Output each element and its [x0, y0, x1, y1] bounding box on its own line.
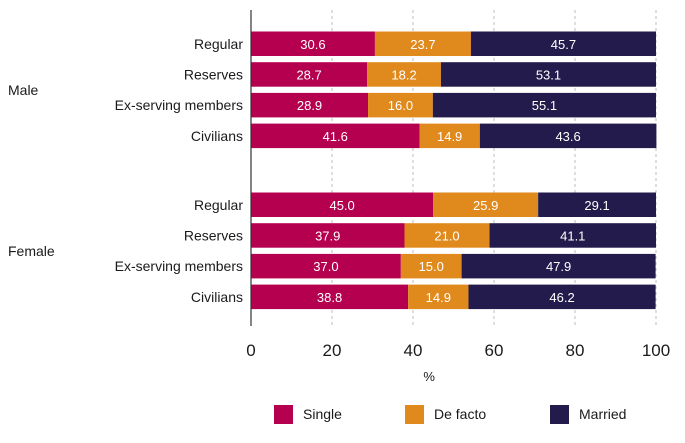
bar-single	[251, 123, 420, 149]
data-label: 28.7	[296, 67, 321, 82]
legend-swatch-de-facto	[405, 405, 424, 424]
legend-label-married: Married	[579, 406, 626, 422]
data-label: 41.6	[323, 129, 348, 144]
data-label: 30.6	[300, 37, 325, 52]
category-label: Civilians	[191, 128, 243, 144]
category-label: Ex-serving members	[115, 258, 243, 274]
bar-single	[251, 284, 409, 310]
bar-single	[251, 31, 375, 56]
data-label: 28.9	[297, 98, 322, 113]
group-label: Female	[8, 243, 55, 259]
bar-de-facto	[433, 192, 539, 217]
x-tick-label: 0	[246, 341, 255, 360]
data-label: 45.0	[329, 198, 354, 213]
x-axis: 0 20 40 60 80 100%	[246, 10, 670, 384]
data-label: 15.0	[419, 259, 444, 274]
bar-married	[479, 123, 657, 149]
bar-married	[489, 223, 656, 248]
data-label: 21.0	[434, 228, 459, 243]
bar-de-facto	[408, 284, 469, 310]
category-label: Regular	[194, 36, 243, 52]
bar-single	[251, 223, 405, 248]
bar-married	[470, 31, 656, 56]
bar-de-facto	[368, 92, 433, 118]
x-axis-title: %	[423, 369, 435, 384]
group-label: Male	[8, 82, 39, 98]
data-label: 37.9	[315, 228, 340, 243]
data-label: 25.9	[473, 198, 498, 213]
legend: Single De facto Married	[274, 405, 626, 424]
legend-label-single: Single	[303, 406, 342, 422]
data-label: 47.9	[546, 259, 571, 274]
category-label: Regular	[194, 197, 243, 213]
data-label: 16.0	[388, 98, 413, 113]
data-label: 14.9	[426, 290, 451, 305]
bar-married	[440, 62, 656, 87]
category-label: Reserves	[184, 227, 243, 243]
bar-married	[461, 253, 656, 279]
bar-married	[538, 192, 656, 217]
bars: 30.6 23.7 45.7 28.7 18.2 53.1 28.9 16.0 55.1 41.6…	[251, 31, 657, 310]
data-label: 45.7	[551, 37, 576, 52]
bar-de-facto	[367, 62, 441, 87]
bar-de-facto	[400, 253, 462, 279]
data-label: 38.8	[317, 290, 342, 305]
legend-swatch-married	[550, 405, 569, 424]
bar-married	[432, 92, 656, 118]
legend-swatch-single	[274, 405, 293, 424]
category-labels: Regular Reserves Ex-serving members Civilia…	[8, 36, 243, 305]
x-tick-label: 60	[485, 341, 504, 360]
data-label: 55.1	[532, 98, 557, 113]
category-label: Civilians	[191, 289, 243, 305]
category-label: Ex-serving members	[115, 97, 243, 113]
bar-de-facto	[374, 31, 471, 56]
bar-single	[251, 62, 368, 87]
bar-single	[251, 192, 434, 217]
data-label: 41.1	[560, 228, 585, 243]
x-tick-label: 80	[566, 341, 585, 360]
data-label: 29.1	[584, 198, 609, 213]
bar-married	[468, 284, 656, 310]
data-label: 14.9	[437, 129, 462, 144]
category-label: Reserves	[184, 66, 243, 82]
bar-de-facto	[419, 123, 480, 149]
data-label: 18.2	[391, 67, 416, 82]
legend-label-de-facto: De facto	[434, 406, 486, 422]
x-tick-label: 40	[404, 341, 423, 360]
data-label: 43.6	[555, 129, 580, 144]
data-label: 46.2	[549, 290, 574, 305]
bar-single	[251, 253, 401, 279]
gridlines	[331, 10, 657, 326]
x-tick-label: 20	[323, 341, 342, 360]
data-label: 23.7	[410, 37, 435, 52]
data-label: 37.0	[313, 259, 338, 274]
bar-single	[251, 92, 369, 118]
data-label: 53.1	[536, 67, 561, 82]
bar-de-facto	[404, 223, 490, 248]
x-tick-label: 100	[642, 341, 670, 360]
